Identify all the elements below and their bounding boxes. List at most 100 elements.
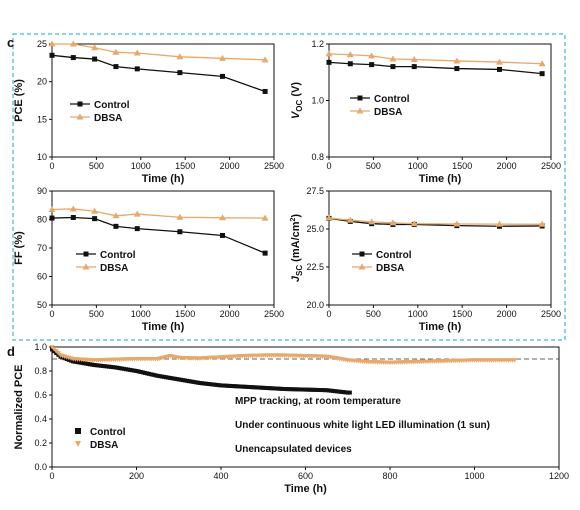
x-tick-label: 0 <box>326 161 331 171</box>
data-point-control <box>204 381 209 386</box>
plot-frame <box>328 190 552 306</box>
legend-marker <box>77 101 83 107</box>
data-point-control <box>92 363 97 367</box>
data-point-dbsa <box>261 214 269 221</box>
x-tick-label: 500 <box>89 161 104 171</box>
x-tick-label: 1500 <box>452 309 472 319</box>
data-point-control <box>85 361 90 366</box>
data-point-control <box>113 64 119 70</box>
legend-label: DBSA <box>376 263 404 274</box>
data-point-dbsa <box>495 58 503 65</box>
data-point-control <box>49 215 55 221</box>
data-point-control <box>307 387 312 392</box>
data-point-control <box>92 216 98 222</box>
x-tick-label: 0 <box>49 161 54 171</box>
data-point-control <box>159 374 164 379</box>
data-point-control <box>345 390 350 395</box>
data-point-control <box>299 387 304 392</box>
data-point-control <box>172 376 177 381</box>
data-point-control <box>92 56 98 62</box>
y-tick-label: 1.0 <box>311 96 324 106</box>
y-tick-label: 27.5 <box>306 186 324 196</box>
data-point-dbsa <box>453 57 461 64</box>
data-point-control <box>109 364 114 369</box>
chart-3: 0 500 1000 1500 2000 2500 20.0 22.5 25.0 27.5 Time… <box>290 186 561 333</box>
data-point-control <box>223 383 228 388</box>
data-point-control <box>280 386 285 391</box>
data-point-control <box>113 223 119 229</box>
data-point-control <box>238 384 243 389</box>
data-point-control <box>278 386 283 391</box>
data-point-dbsa <box>538 220 546 227</box>
annotation: Unencapsulated devices <box>235 444 352 455</box>
data-point-control <box>276 386 281 391</box>
data-point-dbsa <box>176 53 184 60</box>
x-tick-label: 2500 <box>541 161 561 171</box>
data-point-control <box>166 375 171 380</box>
data-point-control <box>330 388 335 393</box>
data-point-control <box>246 384 251 389</box>
data-point-control <box>100 363 105 368</box>
x-tick-label: 0 <box>49 309 54 319</box>
plot-frame <box>51 190 275 306</box>
data-point-control <box>185 378 190 383</box>
data-point-control <box>90 362 95 367</box>
data-point-control <box>128 367 133 372</box>
data-point-control <box>282 387 287 391</box>
data-point-control <box>155 373 160 378</box>
data-point-control <box>369 62 375 68</box>
data-point-control <box>157 374 162 379</box>
data-point-control <box>250 385 255 390</box>
data-point-control <box>339 389 344 394</box>
legend-marker <box>83 251 89 257</box>
data-point-control <box>295 387 300 392</box>
data-point-control <box>496 66 502 72</box>
data-point-control <box>177 70 183 76</box>
data-point-control <box>262 88 268 94</box>
data-point-dbsa <box>133 210 141 217</box>
data-point-control <box>219 232 225 238</box>
legend-marker <box>356 107 364 114</box>
x-tick-label: 1000 <box>131 309 151 319</box>
x-tick-label: 1000 <box>131 161 151 171</box>
data-point-dbsa <box>368 218 376 225</box>
legend-label: Control <box>376 250 412 261</box>
data-point-control <box>347 390 352 395</box>
data-point-control <box>191 379 196 384</box>
data-point-dbsa <box>346 51 354 58</box>
x-tick-label: 2500 <box>264 161 284 171</box>
data-point-dbsa <box>346 216 354 223</box>
data-point-control <box>145 371 150 376</box>
data-point-dbsa <box>495 220 503 227</box>
y-tick-label: 80 <box>37 215 47 225</box>
y-tick-label: 20 <box>37 77 47 87</box>
legend-label: DBSA <box>90 440 118 451</box>
panel-c-letter: c <box>7 35 14 50</box>
data-point-control <box>197 381 202 385</box>
data-point-control <box>254 385 259 390</box>
y-tick-label: 20.0 <box>306 300 324 310</box>
data-point-control <box>73 359 78 364</box>
data-point-control <box>134 226 140 232</box>
data-point-control <box>257 385 262 390</box>
data-point-control <box>242 384 247 389</box>
y-tick-label: 0.4 <box>34 414 47 424</box>
x-tick-label: 1500 <box>175 161 195 171</box>
x-tick-label: 1500 <box>175 309 195 319</box>
data-point-control <box>189 379 194 384</box>
data-point-control <box>221 383 226 388</box>
data-point-control <box>314 387 319 392</box>
data-point-control <box>328 388 333 393</box>
data-point-control <box>77 360 82 365</box>
chart-1: 0 500 1000 1500 2000 2500 0.8 1.0 1.2 Time (h) VOC… <box>290 39 561 185</box>
x-tick-label: 500 <box>366 309 381 319</box>
data-point-control <box>178 377 183 382</box>
x-tick-label: 2500 <box>541 309 561 319</box>
legend-label: Control <box>100 250 136 261</box>
data-point-dbsa <box>325 214 333 221</box>
x-axis-label: Time (h) <box>284 483 327 495</box>
y-tick-label: 22.5 <box>306 262 324 272</box>
data-point-control <box>115 365 120 370</box>
data-point-dbsa <box>48 40 56 47</box>
legend-marker <box>76 113 84 120</box>
